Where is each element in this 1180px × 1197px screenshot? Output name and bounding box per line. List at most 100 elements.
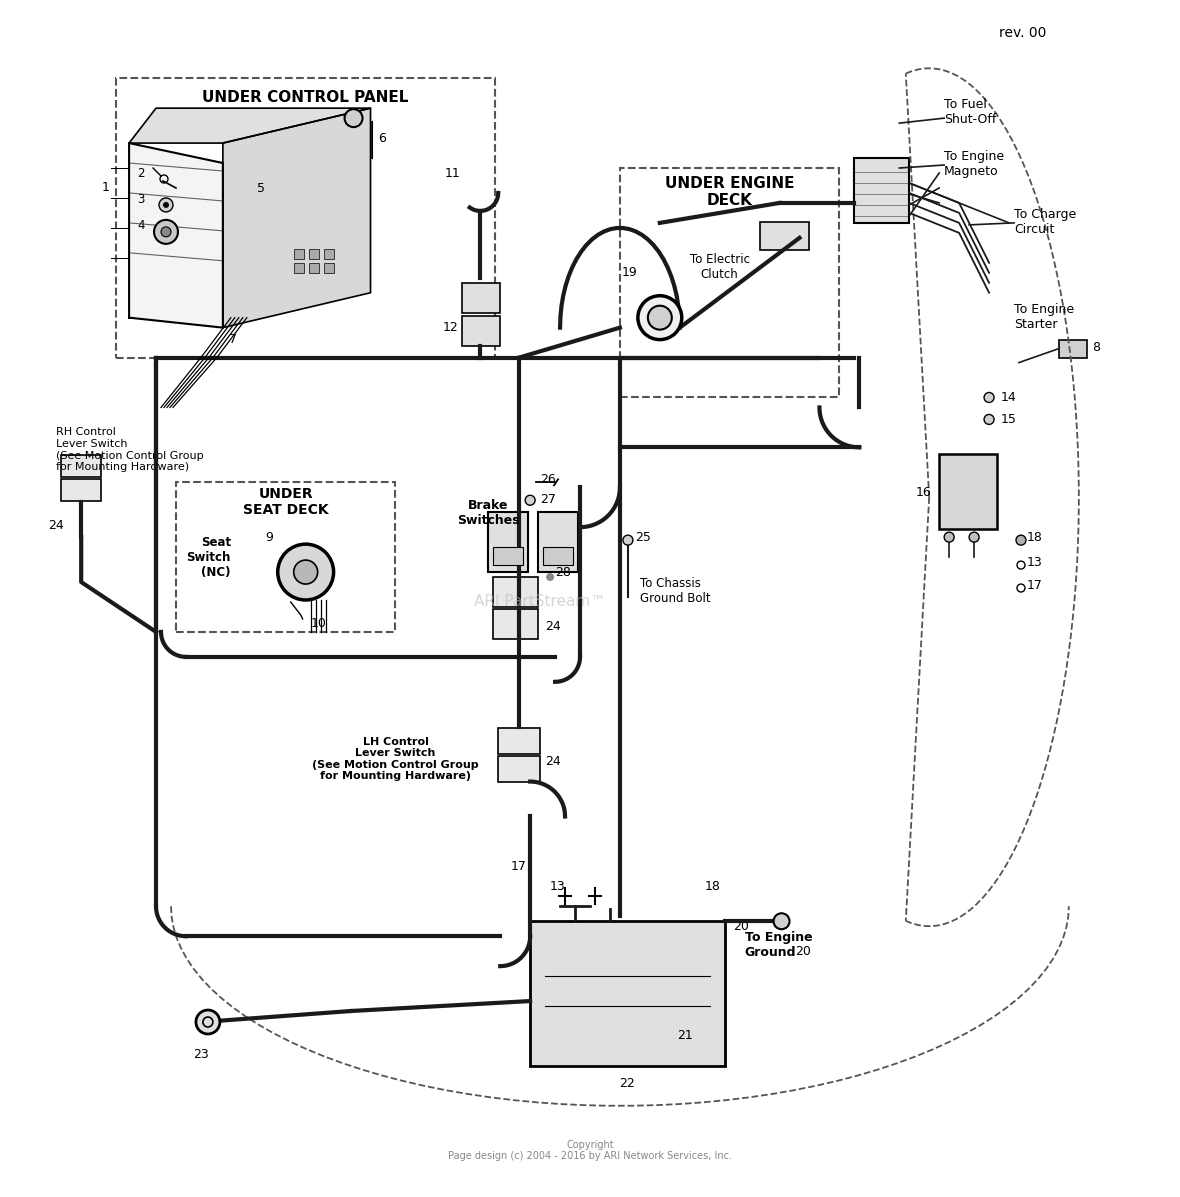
Text: To Engine
Starter: To Engine Starter [1014, 303, 1074, 330]
FancyBboxPatch shape [463, 316, 500, 346]
Text: 11: 11 [445, 166, 460, 180]
Text: 10: 10 [310, 618, 327, 631]
Circle shape [944, 533, 955, 542]
Text: 12: 12 [442, 321, 458, 334]
Bar [620, 168, 839, 397]
Text: 26: 26 [540, 473, 556, 486]
Polygon shape [223, 108, 371, 328]
Text: 20: 20 [795, 944, 812, 958]
Bar [294, 249, 303, 259]
Circle shape [196, 1010, 219, 1034]
Text: 18: 18 [1027, 530, 1043, 543]
Polygon shape [129, 144, 223, 328]
FancyBboxPatch shape [336, 122, 372, 158]
Bar [309, 249, 319, 259]
Bar [116, 78, 496, 358]
Circle shape [160, 227, 171, 237]
Bar [323, 263, 334, 273]
FancyBboxPatch shape [493, 609, 538, 639]
Text: 28: 28 [555, 565, 571, 578]
Circle shape [1016, 535, 1025, 545]
FancyBboxPatch shape [854, 158, 910, 223]
Circle shape [969, 533, 979, 542]
Circle shape [648, 305, 671, 329]
Text: 19: 19 [622, 266, 638, 279]
Text: 27: 27 [540, 493, 556, 506]
Bar [493, 547, 523, 565]
Text: 3: 3 [137, 194, 144, 206]
Circle shape [623, 535, 632, 545]
Circle shape [984, 414, 994, 425]
FancyBboxPatch shape [463, 282, 500, 312]
Circle shape [155, 220, 178, 244]
Text: Brake
Switches: Brake Switches [457, 499, 519, 527]
Text: Copyright
Page design (c) 2004 - 2016 by ARI Network Services, Inc.: Copyright Page design (c) 2004 - 2016 by… [448, 1140, 732, 1161]
FancyBboxPatch shape [498, 728, 540, 754]
Text: To Charge
Circuit: To Charge Circuit [1014, 208, 1076, 236]
Text: UNDER ENGINE
DECK: UNDER ENGINE DECK [664, 176, 794, 208]
Text: ARI PartStream™: ARI PartStream™ [474, 595, 605, 609]
FancyBboxPatch shape [489, 512, 529, 572]
Text: rev. 00: rev. 00 [999, 26, 1047, 41]
FancyBboxPatch shape [498, 755, 540, 782]
Text: UNDER
SEAT DECK: UNDER SEAT DECK [243, 487, 328, 517]
Text: 6: 6 [379, 132, 386, 145]
Circle shape [638, 296, 682, 340]
Text: RH Control
Lever Switch
(See Motion Control Group
for Mounting Hardware): RH Control Lever Switch (See Motion Cont… [57, 427, 204, 472]
Text: To Engine
Magneto: To Engine Magneto [944, 150, 1004, 178]
Text: 8: 8 [1092, 341, 1100, 354]
Text: 18: 18 [704, 880, 721, 893]
FancyBboxPatch shape [538, 512, 578, 572]
Text: 23: 23 [194, 1047, 209, 1061]
Text: 5: 5 [257, 182, 264, 195]
Circle shape [277, 545, 334, 600]
Text: 1: 1 [101, 182, 109, 194]
FancyBboxPatch shape [1058, 340, 1087, 358]
Bar [309, 263, 319, 273]
Text: 22: 22 [620, 1077, 635, 1090]
Circle shape [345, 109, 362, 127]
Text: Seat
Switch
(NC): Seat Switch (NC) [186, 535, 231, 578]
Text: To Chassis
Ground Bolt: To Chassis Ground Bolt [640, 577, 710, 604]
Text: 25: 25 [635, 530, 650, 543]
Text: 2: 2 [137, 166, 145, 180]
FancyBboxPatch shape [254, 206, 291, 232]
Text: 17: 17 [1027, 578, 1043, 591]
Text: 13: 13 [1027, 555, 1043, 569]
FancyBboxPatch shape [939, 455, 997, 529]
FancyBboxPatch shape [289, 239, 343, 278]
Text: 20: 20 [733, 919, 748, 932]
Text: 24: 24 [48, 519, 64, 533]
Text: 24: 24 [545, 755, 560, 768]
Text: UNDER CONTROL PANEL: UNDER CONTROL PANEL [203, 90, 408, 105]
FancyBboxPatch shape [530, 922, 725, 1065]
Circle shape [525, 496, 535, 505]
Circle shape [159, 198, 173, 212]
Text: 16: 16 [916, 486, 931, 499]
Bar [294, 263, 303, 273]
Text: 7: 7 [229, 333, 237, 346]
Text: To Electric
Clutch: To Electric Clutch [689, 253, 749, 281]
FancyBboxPatch shape [61, 479, 101, 502]
Bar [543, 547, 573, 565]
FancyBboxPatch shape [760, 221, 809, 250]
Bar [323, 249, 334, 259]
Text: To Fuel
Shut-Off: To Fuel Shut-Off [944, 98, 997, 126]
Text: 4: 4 [137, 219, 145, 232]
Text: 24: 24 [545, 620, 560, 633]
Text: LH Control
Lever Switch
(See Motion Control Group
for Mounting Hardware): LH Control Lever Switch (See Motion Cont… [313, 736, 479, 782]
Text: 17: 17 [510, 859, 526, 873]
Circle shape [163, 202, 169, 208]
Polygon shape [129, 108, 371, 144]
Bar [176, 482, 395, 632]
FancyBboxPatch shape [61, 455, 101, 478]
FancyBboxPatch shape [493, 577, 538, 607]
Circle shape [294, 560, 317, 584]
Text: 15: 15 [1001, 413, 1017, 426]
Circle shape [774, 913, 789, 929]
FancyBboxPatch shape [249, 200, 296, 238]
Circle shape [546, 573, 555, 581]
Circle shape [984, 393, 994, 402]
Text: 13: 13 [550, 880, 566, 893]
Text: To Engine
Ground: To Engine Ground [745, 931, 812, 959]
